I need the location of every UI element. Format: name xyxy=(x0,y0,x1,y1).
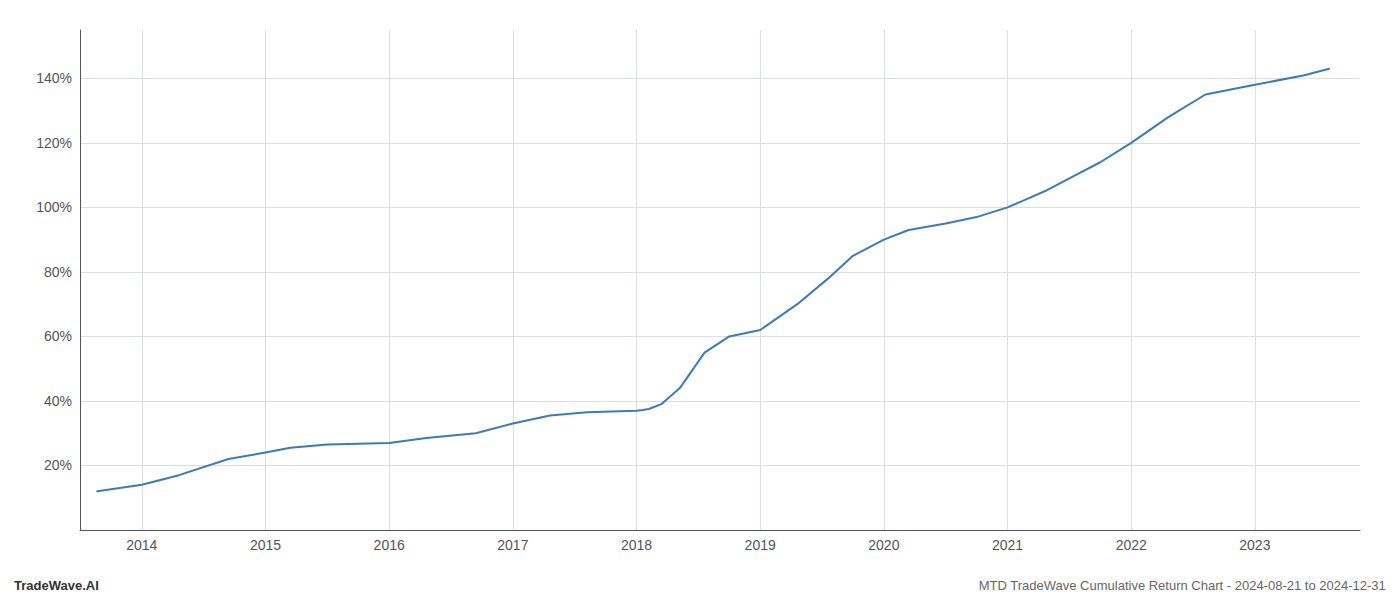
svg-text:MTD TradeWave Cumulative Retur: MTD TradeWave Cumulative Return Chart - … xyxy=(979,578,1386,593)
svg-text:100%: 100% xyxy=(36,199,72,215)
svg-text:2014: 2014 xyxy=(126,537,157,553)
svg-text:2020: 2020 xyxy=(868,537,899,553)
svg-text:20%: 20% xyxy=(44,457,72,473)
svg-text:40%: 40% xyxy=(44,393,72,409)
svg-text:2017: 2017 xyxy=(497,537,528,553)
svg-text:120%: 120% xyxy=(36,135,72,151)
svg-text:2019: 2019 xyxy=(745,537,776,553)
svg-text:2016: 2016 xyxy=(374,537,405,553)
svg-text:60%: 60% xyxy=(44,328,72,344)
svg-text:2021: 2021 xyxy=(992,537,1023,553)
svg-text:TradeWave.AI: TradeWave.AI xyxy=(14,578,99,593)
svg-text:2023: 2023 xyxy=(1239,537,1270,553)
svg-text:80%: 80% xyxy=(44,264,72,280)
svg-text:2022: 2022 xyxy=(1116,537,1147,553)
svg-text:140%: 140% xyxy=(36,70,72,86)
svg-text:2018: 2018 xyxy=(621,537,652,553)
svg-text:2015: 2015 xyxy=(250,537,281,553)
